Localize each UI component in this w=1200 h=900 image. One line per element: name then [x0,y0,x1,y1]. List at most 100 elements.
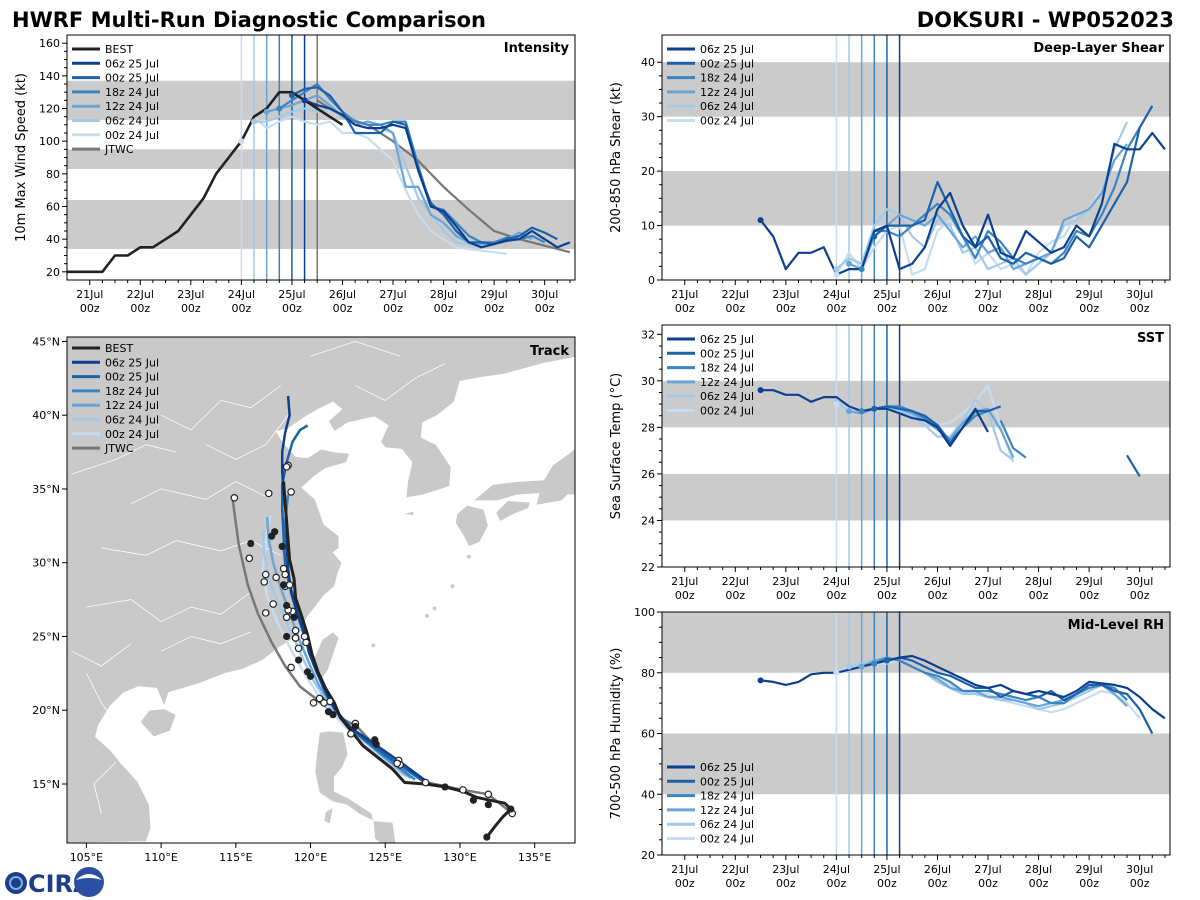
x-tick-date: 21Jul [671,288,698,301]
best-position-marker [283,632,291,641]
y-tick-label: 30 [641,375,655,388]
run-start-marker [833,401,840,408]
x-tick-date: 25Jul [278,288,305,301]
x-tick-date: 28Jul [1025,575,1052,588]
ryukyu-islet [450,584,455,589]
lon-tick-label: 125°E [369,851,402,864]
x-tick-date: 25Jul [873,863,900,876]
x-tick-hour: 00z [776,589,796,602]
run-position-marker [320,699,328,707]
y-tick-label: 40 [641,788,655,801]
x-tick-date: 26Jul [924,288,951,301]
x-tick-hour: 00z [928,877,948,890]
legend-entry: 06z 24 Jul [105,414,159,427]
admin-border [71,643,132,667]
run-line-00z-24-jul [835,659,1141,720]
x-tick-date: 30Jul [1126,863,1153,876]
best-position-marker [294,656,303,664]
x-tick-hour: 00z [725,877,745,890]
x-tick-hour: 00z [928,589,948,602]
y-tick-label: 60 [46,201,60,214]
x-tick-date: 26Jul [924,575,951,588]
x-tick-hour: 00z [1029,877,1049,890]
y-tick-label: 120 [39,103,60,116]
best-position-marker [280,581,288,589]
legend-entry: 06z 24 Jul [105,115,159,128]
run-position-marker [282,613,291,622]
threshold-band [662,171,1170,226]
x-tick-hour: 00z [1130,589,1150,602]
run-position-marker [300,632,309,641]
threshold-band [662,62,1170,117]
jtwc-position-marker [287,663,295,672]
run-start-marker [858,663,865,670]
admin-border [310,340,401,357]
x-tick-hour: 00z [1029,302,1049,315]
best-position-marker [483,833,491,841]
map-title: Track [530,344,569,359]
jtwc-position-marker [230,493,239,502]
run-start-marker [757,217,764,224]
x-tick-date: 23Jul [772,863,799,876]
noaa-logo-bird [76,874,102,880]
x-tick-hour: 00z [928,302,948,315]
run-line-06z-24-jul [835,121,1128,276]
jtwc-position-marker [261,609,270,617]
y-tick-label: 24 [641,514,655,527]
x-tick-hour: 00z [826,302,846,315]
legend-entry: 18z 24 Jul [105,385,159,398]
x-tick-hour: 00z [1079,877,1099,890]
best-position-marker [469,796,477,804]
y-tick-label: 0 [648,274,655,287]
run-position-marker [287,488,295,496]
x-tick-date: 29Jul [1075,575,1102,588]
x-tick-date: 26Jul [924,863,951,876]
x-tick-hour: 00z [776,302,796,315]
x-tick-hour: 00z [725,302,745,315]
run-position-marker [272,573,280,582]
lon-tick-label: 120°E [294,851,327,864]
y-tick-label: 32 [641,328,655,341]
legend-entry: 12z 24 Jul [700,86,754,99]
admin-border [205,414,289,460]
best-position-marker [278,542,286,551]
admin-border [101,540,281,556]
x-tick-hour: 00z [978,302,998,315]
run-line-00z-25-jul [873,105,1154,265]
y-tick-label: 30 [641,111,655,124]
x-tick-date: 29Jul [480,288,507,301]
admin-border [160,631,251,652]
jtwc-position-marker [421,778,430,787]
y-tick-label: 20 [46,266,60,279]
legend-entry: 12z 24 Jul [700,376,754,389]
x-tick-date: 30Jul [1126,288,1153,301]
rh-panel: 2040608010021Jul00z22Jul00z23Jul00z24Jul… [609,606,1171,890]
panel-title: Deep-Layer Shear [1033,41,1164,56]
x-tick-date: 27Jul [379,288,406,301]
x-tick-hour: 00z [826,877,846,890]
y-tick-label: 22 [641,561,655,574]
legend-entry: 18z 24 Jul [700,72,754,85]
kyushu-island [455,504,489,547]
run-track-06z-25-jul [280,395,431,786]
run-start-marker [846,663,853,670]
jtwc-position-marker [309,699,318,707]
admin-border [86,673,117,726]
run-start-marker [858,266,865,273]
lat-tick-label: 30°N [32,557,60,570]
legend-entry: 00z 25 Jul [700,347,754,360]
run-position-marker [326,697,334,706]
y-tick-label: 40 [641,56,655,69]
lon-tick-label: 130°E [443,851,476,864]
x-tick-date: 25Jul [873,575,900,588]
panel-title: Intensity [504,41,570,56]
x-tick-hour: 00z [333,302,353,315]
legend-entry: JTWC [104,143,134,156]
x-tick-date: 28Jul [1025,288,1052,301]
lon-tick-label: 105°E [70,851,103,864]
legend-entry: 00z 24 Jul [105,428,159,441]
x-tick-hour: 00z [383,302,403,315]
x-tick-date: 23Jul [772,288,799,301]
x-tick-hour: 00z [877,589,897,602]
